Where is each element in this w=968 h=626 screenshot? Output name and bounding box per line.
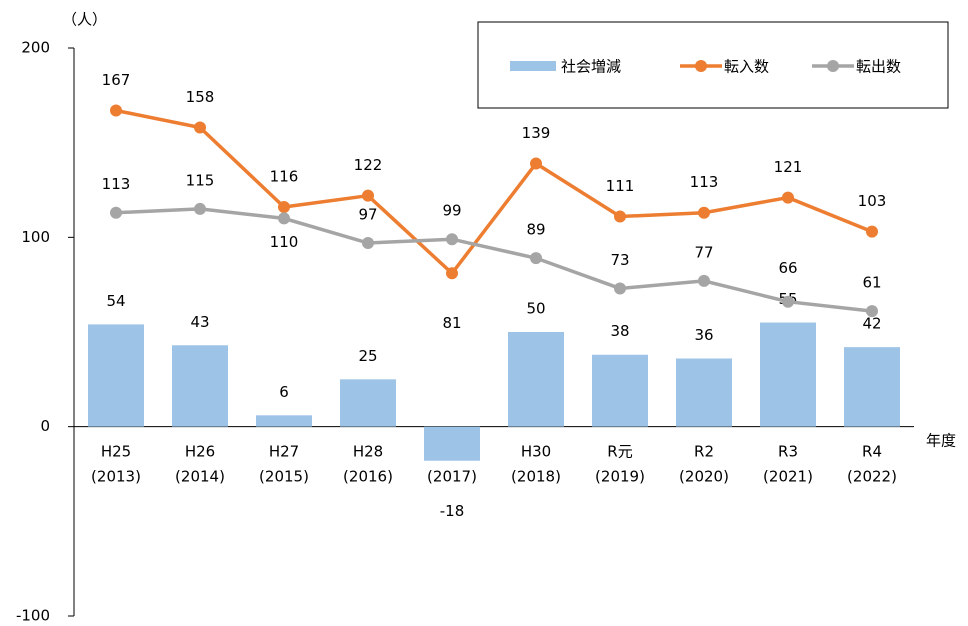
legend-swatch [510, 61, 556, 71]
bar-label: 54 [106, 292, 125, 310]
x-axis-label: 年度 [926, 432, 956, 450]
line-marker [110, 206, 122, 219]
bar [88, 324, 144, 427]
line-marker [698, 274, 710, 287]
bar-label: 36 [694, 326, 713, 344]
x-tick-label: (2019) [595, 468, 645, 486]
bar [592, 354, 648, 427]
line-label: 73 [610, 251, 629, 269]
line-label: 97 [358, 206, 377, 224]
line-label: 167 [102, 71, 131, 89]
legend-label: 転出数 [856, 58, 901, 76]
line-marker [530, 252, 542, 265]
bar-label: 25 [358, 347, 377, 365]
line-label: 115 [186, 171, 215, 189]
line-marker [446, 233, 458, 246]
bar-label: 38 [610, 322, 629, 340]
x-tick-label: (2017) [427, 468, 477, 486]
line-marker [110, 104, 122, 117]
line-label: 158 [186, 88, 215, 106]
legend-swatch [695, 60, 707, 72]
line-marker [194, 202, 206, 215]
x-tick-label: H30 [521, 443, 551, 461]
line-label: 77 [694, 243, 713, 261]
line-label: 89 [526, 221, 545, 239]
x-tick-label: H27 [269, 443, 299, 461]
bar-label: 6 [279, 383, 289, 401]
line-label: 121 [774, 158, 803, 176]
line-label: 81 [442, 314, 461, 332]
legend-label: 社会増減 [561, 58, 621, 76]
x-tick-label: R2 [694, 443, 714, 461]
bar [508, 332, 564, 427]
line-marker [278, 201, 290, 214]
y-tick-label: 100 [21, 228, 50, 246]
line-marker [782, 191, 794, 204]
bar-label: -18 [440, 502, 465, 520]
bar-label: 42 [862, 315, 881, 333]
bar [844, 347, 900, 427]
line-label: 61 [862, 274, 881, 292]
y-tick-label: -100 [16, 607, 50, 625]
line-marker [866, 225, 878, 238]
x-tick-label: (2015) [259, 468, 309, 486]
line-label: 99 [442, 202, 461, 220]
bar [676, 358, 732, 427]
x-tick-label: (2014) [175, 468, 225, 486]
x-tick-label: R3 [778, 443, 798, 461]
line-marker [614, 282, 626, 295]
line-label: 139 [522, 124, 551, 142]
line-marker [194, 121, 206, 134]
bar [256, 415, 312, 427]
line-marker [530, 157, 542, 170]
line-marker [362, 237, 374, 250]
line-label: 113 [102, 175, 131, 193]
bar-label: 50 [526, 300, 545, 318]
bar [760, 322, 816, 427]
x-tick-label: (2021) [763, 468, 813, 486]
bar [340, 379, 396, 427]
x-tick-label: (2013) [91, 468, 141, 486]
x-tick-label: H28 [353, 443, 383, 461]
line-label: 103 [858, 192, 887, 210]
x-tick-label: (2022) [847, 468, 897, 486]
line-label: 66 [778, 259, 797, 277]
bar [424, 426, 480, 461]
legend-swatch [827, 60, 839, 72]
line [115, 207, 873, 313]
line-label: 113 [690, 173, 719, 191]
x-tick-label: R元 [607, 443, 632, 461]
x-tick-label: (2018) [511, 468, 561, 486]
line [115, 108, 873, 276]
line-marker [614, 210, 626, 223]
bar-label: 43 [190, 313, 209, 331]
line-label: 122 [354, 156, 383, 174]
line-marker [782, 295, 794, 308]
y-unit: （人） [62, 11, 107, 29]
line-label: 110 [270, 233, 299, 251]
legend-label: 転入数 [724, 58, 769, 76]
line-marker [698, 206, 710, 219]
x-tick-label: (2016) [343, 468, 393, 486]
x-tick-label: (2020) [679, 468, 729, 486]
line-marker [866, 305, 878, 318]
line-label: 116 [270, 168, 299, 186]
bar [172, 345, 228, 427]
line-marker [362, 189, 374, 202]
line-label: 111 [606, 177, 635, 195]
line-marker [278, 212, 290, 225]
x-tick-label: H25 [101, 443, 131, 461]
x-tick-label: R4 [862, 443, 882, 461]
line-marker [446, 267, 458, 280]
y-tick-label: 0 [40, 417, 50, 435]
x-tick-label: H26 [185, 443, 215, 461]
y-tick-label: 200 [21, 39, 50, 57]
